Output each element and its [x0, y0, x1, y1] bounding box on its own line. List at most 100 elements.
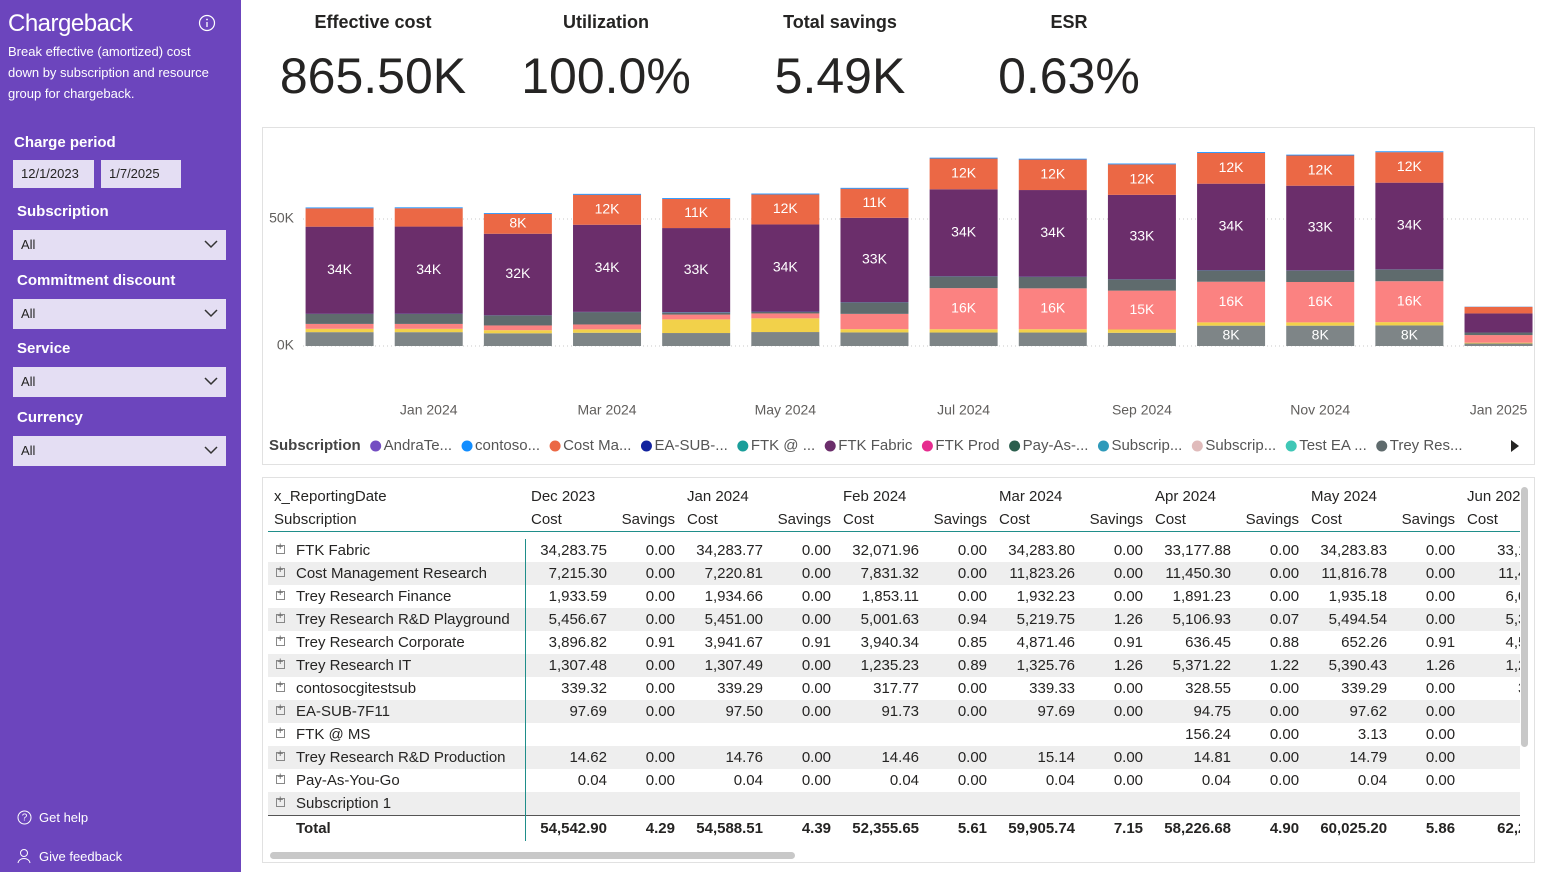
table-cell: 1,325.76 — [993, 654, 1082, 677]
feedback-link[interactable]: Give feedback — [39, 849, 123, 864]
measure-header: Savings — [1081, 508, 1150, 532]
bar-segment — [394, 332, 463, 346]
bar-segment — [840, 302, 909, 314]
table-cell: 0.91 — [801, 634, 832, 651]
kpi-label: Utilization — [563, 12, 649, 32]
row-name[interactable]: Trey Research IT — [268, 654, 526, 677]
table-cell: 0.00 — [957, 542, 988, 559]
table-cell: 5,106.93 — [1149, 608, 1238, 631]
bar-segment — [394, 208, 463, 227]
measure-header: Cost — [1149, 508, 1238, 532]
data-label: 15K — [1129, 301, 1155, 317]
bar-segment — [751, 332, 820, 346]
dropdown[interactable]: All — [13, 299, 226, 329]
table-cell: 0.00 — [1081, 562, 1150, 585]
row-name[interactable]: FTK @ MS — [268, 723, 526, 746]
row-name[interactable]: contosocgitestsub — [268, 677, 526, 700]
chevron — [204, 377, 218, 386]
table-cell: 636.45 — [1185, 634, 1232, 651]
table-cell: 0.00 — [1269, 772, 1300, 789]
dropdown-value: All — [21, 306, 36, 321]
bar-segment — [1464, 335, 1533, 343]
table-cell: 0.00 — [769, 562, 838, 585]
table-row: Subscription 1 — [268, 792, 1520, 815]
legend-label: Pay-As-... — [1023, 437, 1089, 454]
data-label: 12K — [1040, 166, 1066, 182]
dropdown[interactable]: All — [13, 436, 226, 466]
bar-segment — [751, 318, 820, 333]
table-cell: 1.26 — [1081, 608, 1150, 631]
legend-marker — [1376, 440, 1388, 452]
x-tick-label: Jul 2024 — [937, 402, 990, 418]
bar-segment — [305, 314, 374, 324]
legend-label: Cost Ma... — [563, 437, 631, 454]
table-cell: 0.00 — [957, 680, 988, 697]
info-icon[interactable] — [198, 14, 216, 32]
table-cell: 6,016 — [1505, 588, 1521, 605]
table-cell: 3,941.67 — [704, 634, 763, 651]
total-cell: 5.86 — [1393, 814, 1462, 841]
date-from[interactable]: 12/1/2023 — [13, 160, 94, 188]
legend-label: FTK @ ... — [751, 437, 815, 454]
legend-marker — [921, 440, 933, 452]
table-cell: 5,350 — [1461, 608, 1520, 631]
row-name[interactable]: Trey Research R&D Production — [268, 746, 526, 769]
table-cell: 34,283.77 — [696, 542, 763, 559]
row-name[interactable]: Trey Research R&D Playground — [268, 608, 526, 631]
legend-marker — [549, 440, 561, 452]
bar-segment — [1018, 159, 1087, 191]
x-tick-label: Sep 2024 — [1112, 402, 1172, 418]
row-name[interactable]: Cost Management Research — [268, 562, 526, 585]
dropdown-value: All — [21, 374, 36, 389]
legend-label: Test EA ... — [1299, 437, 1367, 454]
row-name[interactable]: Trey Research Finance — [268, 585, 526, 608]
table-cell: 0.00 — [957, 772, 988, 789]
table-cell: 0.88 — [1269, 634, 1300, 651]
legend-label: contoso... — [475, 437, 540, 454]
matrix: x_ReportingDate Dec 2023 Jan 2024 Feb 2024 M… — [268, 485, 1520, 849]
table-cell — [1305, 792, 1394, 815]
bar-segment — [929, 158, 998, 190]
row-name[interactable]: Subscription 1 — [268, 792, 526, 815]
legend-label: FTK Prod — [935, 437, 999, 454]
horizontal-scrollbar[interactable] — [270, 852, 795, 859]
month-header: Mar 2024 — [999, 488, 1063, 505]
row-name[interactable]: Pay-As-You-Go — [268, 769, 526, 792]
table-cell — [1081, 792, 1150, 815]
chart: 0K 50K 34K 34K Jan 2024 32K 8K 34K 12K Mar 2024 33… — [269, 151, 1533, 454]
bar-segment — [1286, 270, 1355, 282]
table-cell: 339.33 — [1029, 680, 1076, 697]
row-name[interactable]: Trey Research Corporate — [268, 631, 526, 654]
spacer — [268, 531, 1520, 539]
measure-header: Cost — [1305, 508, 1394, 532]
bar-segment — [1286, 154, 1355, 156]
legend-marker — [737, 440, 749, 452]
row-name[interactable]: EA-SUB-7F11 — [268, 700, 526, 723]
dropdown[interactable]: All — [13, 367, 226, 397]
feedback-icon — [17, 849, 31, 864]
bar-segment — [1375, 281, 1444, 323]
measure-header: Cost — [993, 508, 1082, 532]
measure-header: Savings — [1237, 508, 1306, 532]
vertical-scrollbar[interactable] — [1521, 487, 1528, 747]
help-link[interactable]: Get help — [39, 810, 89, 825]
x-tick-label: Mar 2024 — [577, 402, 636, 418]
table-panel — [262, 477, 1535, 863]
table-cell: 0.00 — [1425, 726, 1456, 743]
table-cell: 0.00 — [769, 746, 838, 769]
bar-segment — [1197, 152, 1266, 184]
data-label: 16K — [1040, 299, 1066, 315]
table-row: contosocgitestsub 339.32 0.00 339.29 0.00 317… — [268, 677, 1520, 700]
table-cell: 0.00 — [1113, 680, 1144, 697]
table-cell: 97.69 — [525, 700, 613, 723]
legend-marker — [1009, 440, 1021, 452]
row-name[interactable]: FTK Fabric — [268, 539, 526, 562]
table-cell: 14.76 — [681, 746, 769, 769]
dropdown[interactable]: All — [13, 230, 226, 260]
table-row: Trey Research Finance 1,933.59 0.00 1,934.6… — [268, 585, 1520, 608]
date-to[interactable]: 1/7/2025 — [101, 160, 181, 188]
legend-next[interactable] — [1511, 440, 1519, 452]
table-cell: 0.00 — [1269, 542, 1300, 559]
sidebar: Chargeback Break effective (amortized) c… — [0, 0, 241, 872]
kpi-card: Total savings 5.49K — [720, 0, 960, 105]
